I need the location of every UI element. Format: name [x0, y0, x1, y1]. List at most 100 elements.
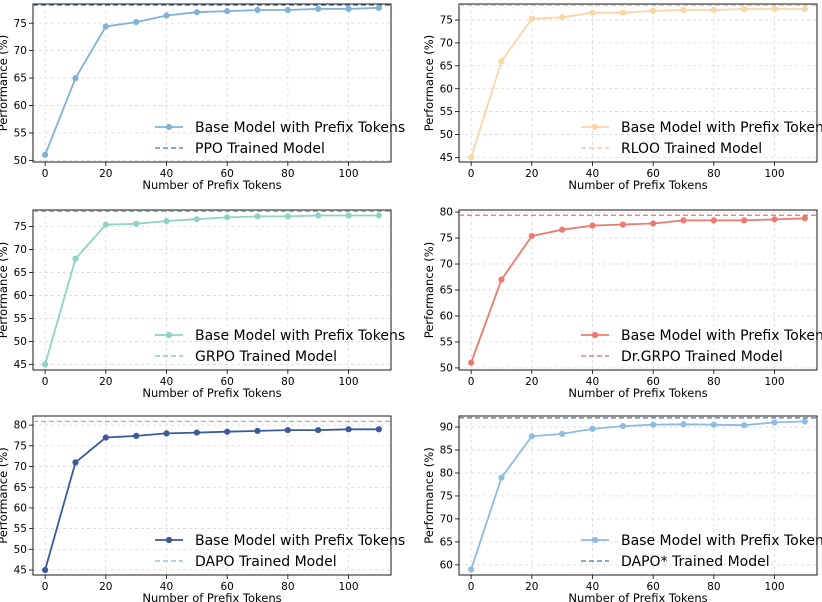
y-tick-label: 60	[440, 83, 453, 95]
legend-series-label: Base Model with Prefix Tokens	[195, 533, 405, 549]
x-tick-label: 40	[160, 581, 173, 593]
series-line	[470, 420, 805, 570]
x-tick-label: 100	[339, 376, 359, 388]
data-point	[345, 212, 352, 219]
y-tick-label: 80	[440, 207, 453, 219]
x-tick-label: 0	[468, 168, 475, 180]
x-tick-label: 20	[525, 168, 538, 180]
data-point	[42, 361, 49, 368]
legend-reference-label: Dr.GRPO Trained Model	[621, 349, 783, 365]
y-tick-label: 45	[440, 152, 453, 164]
y-tick-label: 75	[14, 18, 27, 30]
x-tick-label: 80	[707, 376, 720, 388]
legend-series-marker	[165, 123, 173, 131]
y-tick-label: 90	[440, 422, 453, 434]
y-tick-label: 75	[440, 15, 453, 27]
series-line	[44, 6, 379, 156]
data-point	[589, 222, 596, 229]
data-point	[589, 9, 596, 16]
x-tick-label: 20	[525, 376, 538, 388]
x-tick-label: 100	[765, 376, 785, 388]
data-point	[72, 74, 79, 82]
chart-panel-6: 0 20 40 60 80 100 60 65 70 75 80 85 90 Number of Pref…	[422, 415, 822, 602]
x-axis-label: Number of Prefix Tokens	[142, 591, 281, 602]
data-point	[42, 566, 49, 574]
y-tick-label: 75	[14, 221, 27, 233]
x-tick-label: 80	[707, 581, 720, 593]
y-tick-label: 70	[14, 461, 27, 473]
data-point	[801, 418, 808, 425]
data-point	[72, 459, 79, 466]
plot-frame	[32, 3, 392, 163]
y-tick-label: 55	[440, 106, 453, 118]
y-tick-label: 65	[14, 482, 27, 494]
data-point	[224, 8, 231, 15]
data-point	[163, 12, 170, 19]
data-point	[619, 423, 626, 430]
y-tick-label: 55	[440, 337, 453, 349]
x-tick-label: 100	[765, 581, 785, 593]
y-tick-label: 70	[14, 45, 27, 57]
y-tick-label: 45	[14, 565, 27, 577]
x-tick-label: 60	[220, 581, 233, 593]
data-point	[102, 434, 109, 441]
series-line	[44, 214, 379, 365]
x-tick-label: 80	[281, 581, 294, 593]
data-point	[589, 425, 596, 432]
y-tick-label: 50	[440, 363, 453, 375]
data-point	[741, 217, 748, 224]
x-tick-label: 40	[586, 168, 599, 180]
data-point	[771, 216, 778, 223]
data-point	[559, 226, 566, 233]
plot-frame	[32, 209, 392, 371]
data-point	[72, 255, 79, 262]
data-point	[771, 419, 778, 426]
x-tick-label: 60	[646, 376, 659, 388]
y-tick-label: 45	[14, 359, 27, 371]
plot-frame	[32, 415, 392, 576]
legend-series-label: Base Model with Prefix Tokens	[621, 533, 822, 549]
legend-series-label: Base Model with Prefix Tokens	[195, 328, 405, 344]
x-tick-label: 100	[339, 168, 359, 180]
data-point	[741, 5, 748, 13]
x-tick-label: 60	[646, 168, 659, 180]
data-point	[710, 217, 717, 224]
y-tick-label: 70	[440, 514, 453, 526]
data-point	[619, 9, 626, 16]
data-point	[468, 566, 475, 573]
data-point	[315, 426, 322, 434]
x-tick-label: 60	[220, 376, 233, 388]
y-tick-label: 70	[440, 38, 453, 50]
plot-frame	[458, 209, 818, 371]
data-point	[498, 58, 505, 65]
data-point	[741, 422, 748, 429]
y-tick-label: 60	[14, 503, 27, 515]
legend-series-marker	[165, 331, 173, 339]
data-point	[559, 14, 566, 21]
data-point	[284, 6, 291, 14]
y-axis-label: Performance (%)	[422, 35, 436, 131]
data-point	[284, 426, 291, 434]
data-point	[528, 232, 535, 240]
data-point	[224, 428, 231, 435]
data-point	[163, 430, 170, 437]
x-tick-label: 20	[99, 581, 112, 593]
data-point	[801, 215, 808, 222]
data-point	[528, 433, 535, 440]
x-tick-label: 60	[220, 168, 233, 180]
data-point	[375, 4, 382, 11]
data-point	[650, 421, 657, 428]
data-point	[133, 220, 140, 227]
data-point	[498, 276, 505, 283]
y-tick-label: 50	[14, 155, 27, 167]
data-point	[680, 217, 687, 224]
data-point	[498, 474, 505, 481]
legend-series-marker	[591, 536, 599, 544]
x-tick-label: 60	[646, 581, 659, 593]
data-point	[315, 212, 322, 219]
y-tick-label: 60	[440, 311, 453, 323]
x-tick-label: 100	[765, 168, 785, 180]
x-tick-label: 0	[42, 376, 49, 388]
